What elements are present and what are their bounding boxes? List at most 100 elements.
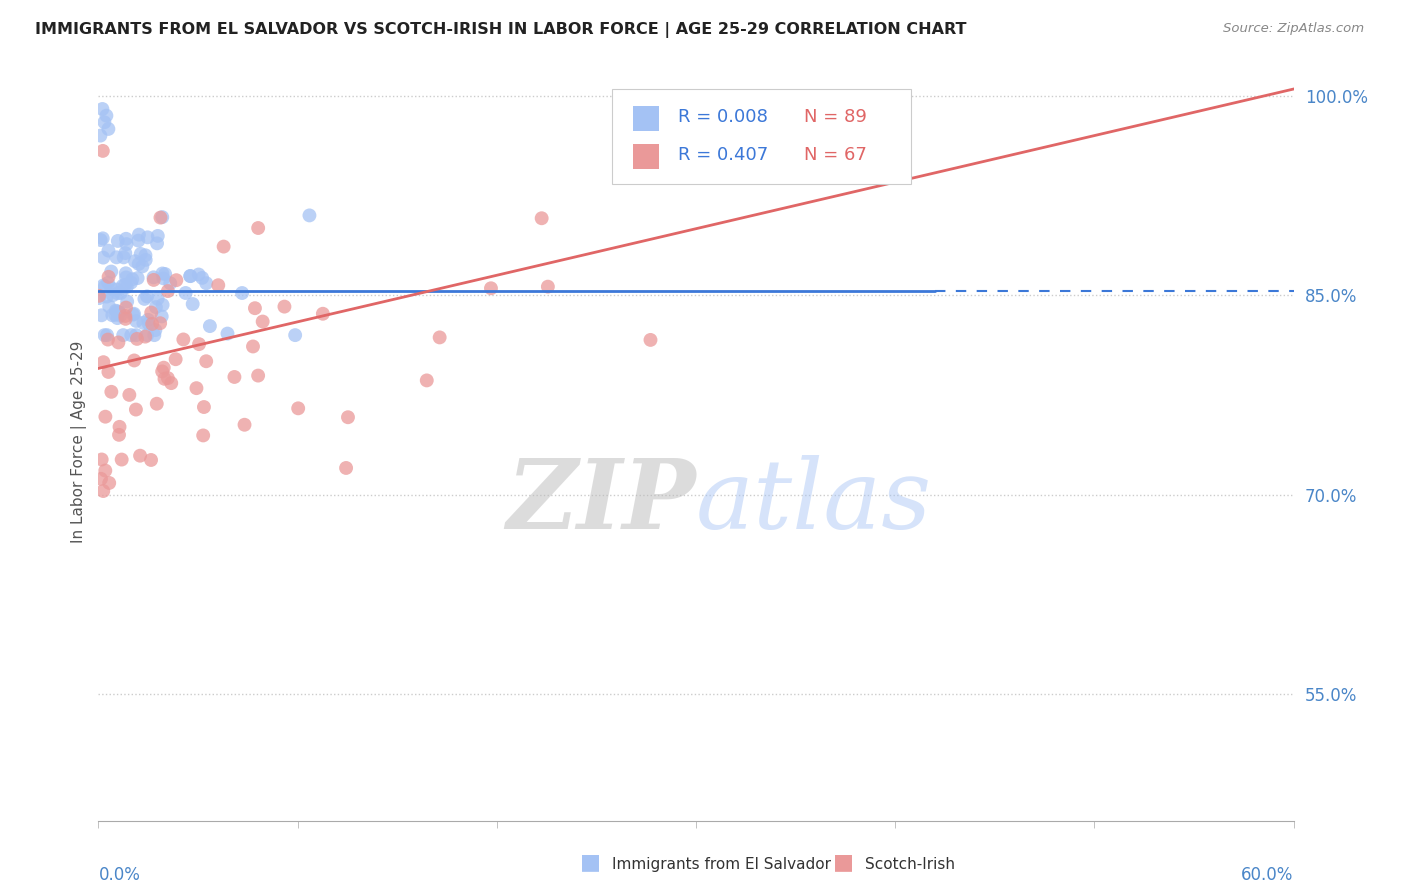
Point <box>160 376 183 391</box>
Point <box>112 251 135 265</box>
Point <box>193 428 215 442</box>
Point <box>97 333 120 347</box>
Point <box>90 233 112 247</box>
Point <box>115 280 138 294</box>
Point <box>247 368 270 383</box>
Point <box>87 289 110 303</box>
Point <box>108 427 131 442</box>
Point <box>134 329 156 343</box>
Point <box>640 333 662 347</box>
Point <box>195 354 218 368</box>
Point <box>122 308 145 322</box>
Point <box>150 364 173 378</box>
Point <box>150 210 173 224</box>
Point <box>107 335 129 350</box>
Point <box>188 337 211 351</box>
Point <box>90 308 112 322</box>
Point <box>139 453 162 467</box>
Point <box>120 328 142 343</box>
Point <box>150 310 173 324</box>
Point <box>101 308 124 322</box>
Point <box>91 483 114 498</box>
Point <box>136 289 159 303</box>
Point <box>337 410 360 425</box>
Text: Immigrants from El Salvador: Immigrants from El Salvador <box>612 857 831 872</box>
Point <box>537 279 560 293</box>
Point <box>110 285 132 300</box>
FancyBboxPatch shape <box>613 89 911 184</box>
Point <box>93 278 115 293</box>
Point <box>108 305 131 319</box>
Point <box>156 284 179 298</box>
Point <box>93 355 115 369</box>
Point <box>179 269 201 284</box>
Point <box>97 122 120 136</box>
Point <box>105 283 128 297</box>
Point <box>212 239 235 253</box>
Point <box>174 285 197 300</box>
Point <box>195 277 218 291</box>
Point <box>93 328 115 343</box>
Point <box>153 267 176 281</box>
Point <box>217 326 239 341</box>
Point <box>132 316 155 330</box>
Point <box>128 227 150 242</box>
Point <box>224 370 246 384</box>
Point <box>207 278 229 293</box>
Point <box>122 353 145 368</box>
Point <box>284 328 307 343</box>
Point <box>108 420 131 434</box>
Point <box>114 266 136 280</box>
Point <box>138 317 160 331</box>
Point <box>145 300 167 314</box>
Point <box>172 333 194 347</box>
Point <box>125 332 148 346</box>
Point <box>127 271 149 285</box>
Point <box>90 472 112 486</box>
Point <box>91 251 114 265</box>
Point <box>530 211 553 226</box>
Point <box>131 260 153 274</box>
Point <box>125 328 148 343</box>
Point <box>100 281 122 295</box>
Point <box>121 272 143 286</box>
Point <box>231 285 253 300</box>
Point <box>98 300 121 314</box>
Text: ■: ■ <box>581 853 600 872</box>
Point <box>104 308 127 322</box>
Point <box>91 231 114 245</box>
Point <box>96 289 118 303</box>
Point <box>120 276 142 290</box>
Point <box>134 292 156 306</box>
Point <box>101 288 124 302</box>
Point <box>105 304 128 318</box>
Text: ■: ■ <box>834 853 853 872</box>
Point <box>247 221 270 235</box>
Text: IMMIGRANTS FROM EL SALVADOR VS SCOTCH-IRISH IN LABOR FORCE | AGE 25-29 CORRELATI: IMMIGRANTS FROM EL SALVADOR VS SCOTCH-IR… <box>35 22 967 38</box>
Point <box>136 328 159 343</box>
Point <box>129 449 152 463</box>
Point <box>287 401 309 416</box>
Text: ZIP: ZIP <box>506 455 696 549</box>
Point <box>100 384 122 399</box>
Point <box>114 278 136 293</box>
Point <box>146 236 169 251</box>
Point <box>141 305 163 319</box>
Point <box>186 381 208 395</box>
Point <box>98 475 121 490</box>
Point <box>97 276 120 290</box>
Point <box>156 371 179 385</box>
Point <box>94 464 117 478</box>
Point <box>125 402 148 417</box>
Point <box>129 247 152 261</box>
Point <box>198 319 221 334</box>
Point <box>115 294 138 309</box>
Point <box>134 248 156 262</box>
Point <box>233 417 256 432</box>
Point <box>105 250 128 264</box>
Text: N = 67: N = 67 <box>804 146 866 164</box>
Point <box>115 237 138 252</box>
Point <box>107 311 129 326</box>
Point <box>96 328 118 343</box>
Point <box>191 271 214 285</box>
